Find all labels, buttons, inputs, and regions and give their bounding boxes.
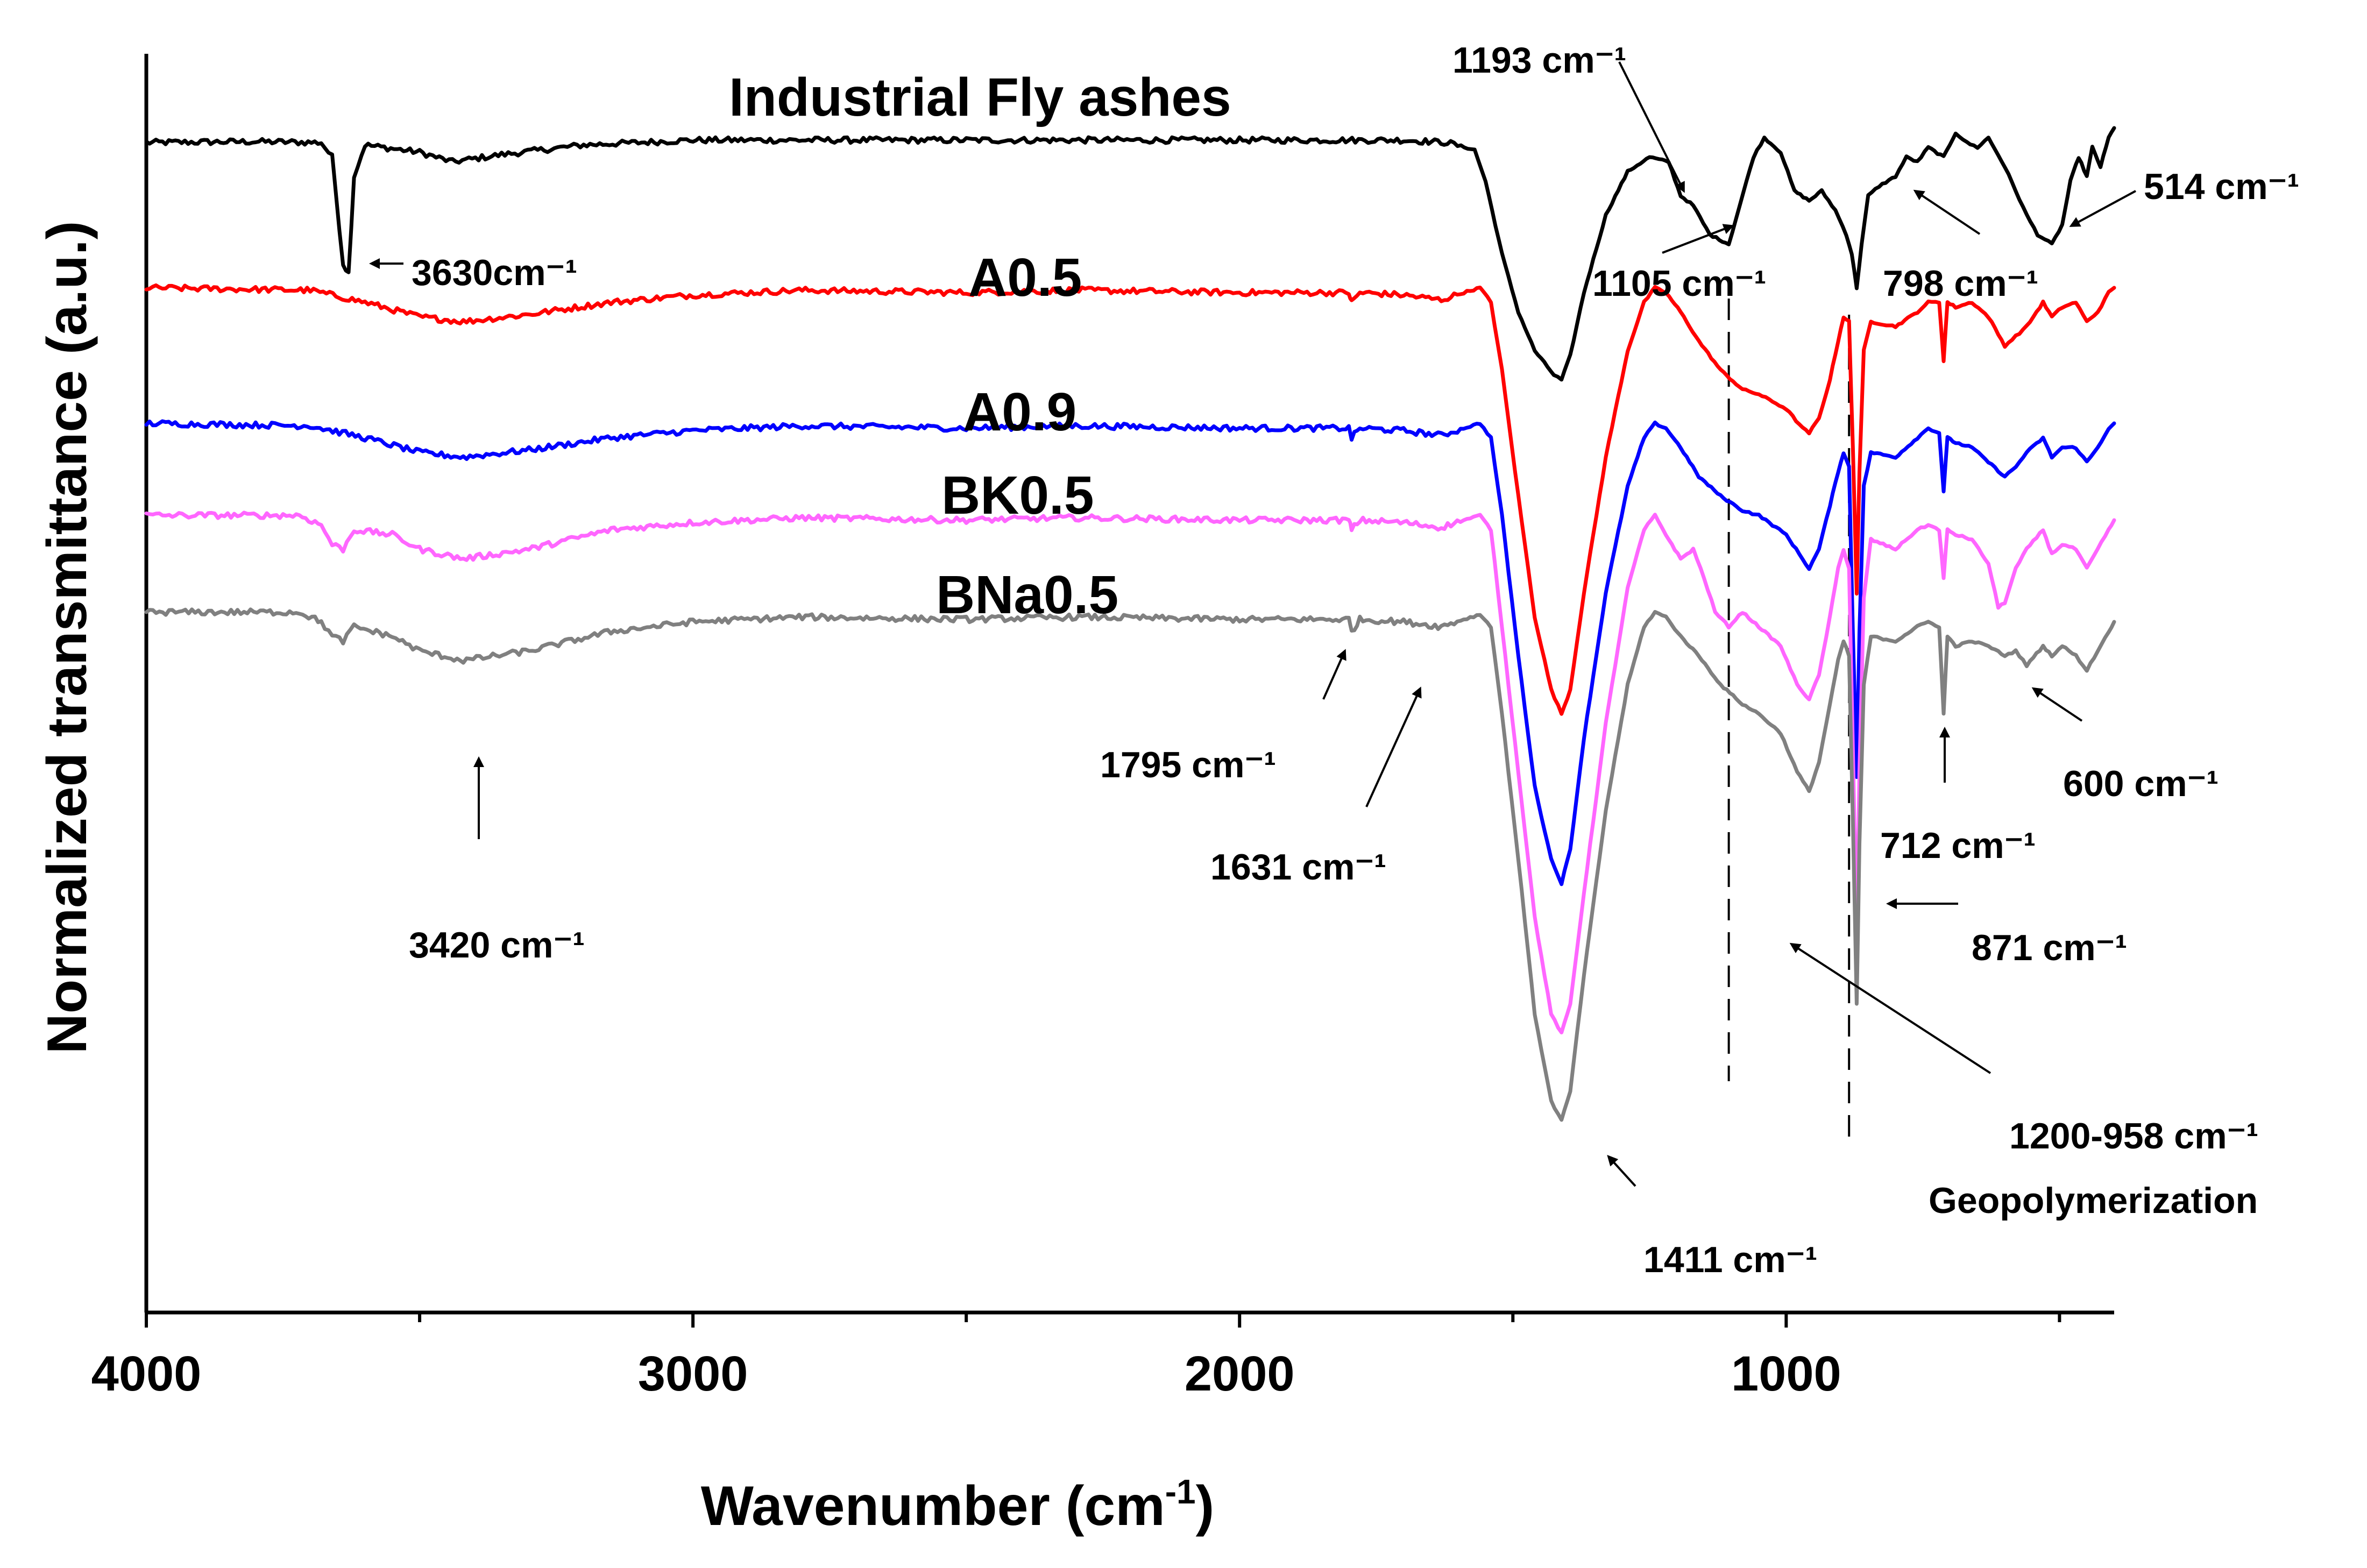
annotations: 1193 cm⁻¹ 3630cm⁻¹ 1105 cm⁻¹ 798 cm⁻¹ 514 cm…	[369, 40, 2299, 1280]
annotation-geopolymerization-label: Geopolymerization	[1929, 1180, 2258, 1221]
series-label-bna0-5: BNa0.5	[936, 565, 1118, 625]
series-label-bk0-5: BK0.5	[941, 465, 1094, 526]
series-line-bk0-5	[144, 510, 2116, 1034]
annotation-1105-cm-arrow	[1662, 224, 1734, 254]
x-tick-label-3000: 3000	[638, 1346, 748, 1401]
series-layer	[144, 126, 2116, 1122]
series-label-industrial-fly-ashes: Industrial Fly ashes	[729, 67, 1231, 127]
annotation-1193-cm-arrow	[1618, 61, 1685, 193]
annotation-1795-cm-label: 1795 cm⁻¹	[1100, 744, 1276, 785]
annotation-1105-cm-label: 1105 cm⁻¹	[1592, 263, 1766, 304]
axes-layer	[144, 54, 2114, 1315]
reference-lines	[1727, 299, 1851, 1146]
series-line-a0-9	[144, 419, 2116, 886]
x-axis-title-superscript: -1	[1165, 1472, 1196, 1511]
series-label-a0-5: A0.5	[968, 247, 1082, 308]
series-labels: Industrial Fly ashes A0.5 A0.9 BK0.5 BNa0.5	[729, 67, 1231, 625]
annotation-600-cm-arrow	[2031, 687, 2083, 722]
x-axis-title: Wavenumber (cm-1)	[701, 1472, 1215, 1537]
x-tick-label-2000: 2000	[1185, 1346, 1295, 1401]
series-line-industrial-fly-ashes	[144, 126, 2116, 382]
annotation-1631-cm-label: 1631 cm⁻¹	[1210, 847, 1386, 888]
annotation-871-cm-label: 871 cm⁻¹	[1972, 927, 2127, 968]
x-tick-label-1000: 1000	[1731, 1346, 1841, 1401]
annotation-798-cm-label: 798 cm⁻¹	[1883, 263, 2038, 304]
x-axis-title-end: )	[1196, 1475, 1215, 1537]
annotation-1411-cm-arrow	[1607, 1155, 1636, 1187]
annotation-514-cm-arrow	[2069, 190, 2136, 227]
annotation-600-cm-label: 600 cm⁻¹	[2063, 763, 2219, 804]
annotation-1631-cm-arrow	[1365, 686, 1422, 807]
annotation-1795-cm-arrow	[1322, 649, 1347, 700]
annotation-1200-958-cm-label: 1200-958 cm⁻¹	[2009, 1116, 2258, 1157]
annotation-3420-cm-label: 3420 cm⁻¹	[409, 925, 585, 966]
annotation-1200-958-cm-arrow	[1789, 942, 1992, 1074]
annotation-1411-cm-label: 1411 cm⁻¹	[1643, 1239, 1817, 1280]
annotation-3630cm-label: 3630cm⁻¹	[412, 252, 577, 293]
annotation-514-cm-label: 514 cm⁻¹	[2144, 166, 2299, 207]
y-axis-title: Normalized transmittance (a.u.)	[36, 221, 98, 1054]
annotation-712-cm-label: 712 cm⁻¹	[1880, 825, 2036, 866]
series-label-a0-9: A0.9	[963, 382, 1076, 442]
x-axis-title-main: Wavenumber (cm	[701, 1475, 1165, 1537]
x-tick-label-4000: 4000	[91, 1346, 202, 1401]
series-line-bna0-5	[144, 607, 2116, 1122]
annotation-798-cm-arrow	[1913, 189, 1981, 235]
series-line-a0-5	[144, 283, 2116, 716]
x-ticks: 4000 3000 2000 1000	[91, 1312, 2061, 1401]
annotation-1193-cm-label: 1193 cm⁻¹	[1452, 40, 1626, 81]
